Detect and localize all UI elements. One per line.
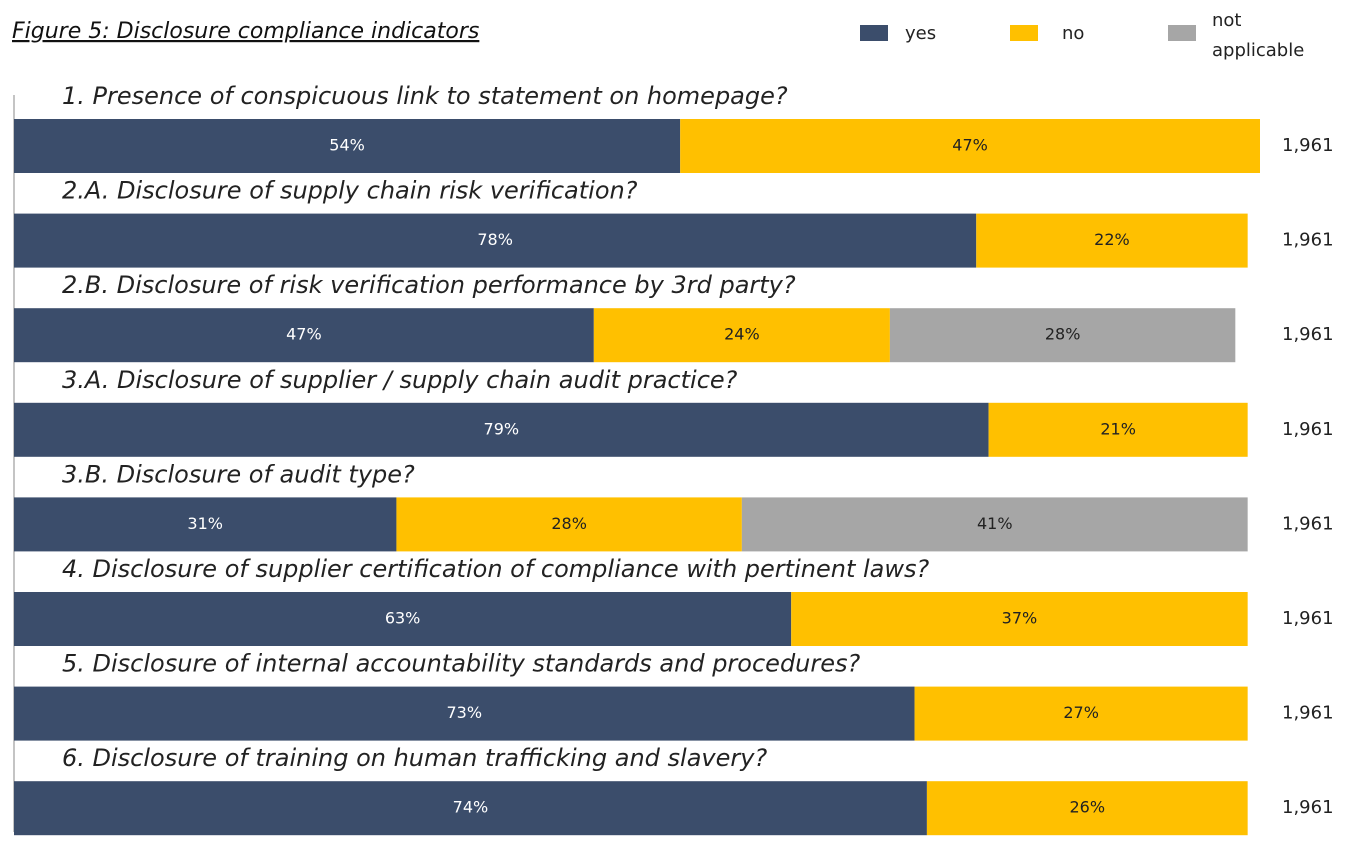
bar-segment xyxy=(741,497,1248,552)
bar-segment xyxy=(14,402,989,457)
legend-label: yes xyxy=(905,23,936,44)
value-label: 22% xyxy=(1094,230,1130,249)
category-label: 4. Disclosure of supplier certification … xyxy=(62,555,929,583)
value-label: 73% xyxy=(447,703,483,722)
bar-segment xyxy=(14,308,594,363)
bar-segment xyxy=(14,686,915,741)
total-label: 1,961 xyxy=(1282,608,1334,629)
total-label: 1,961 xyxy=(1282,797,1334,818)
total-label: 1,961 xyxy=(1282,513,1334,534)
bar-segment xyxy=(926,781,1248,836)
value-label: 28% xyxy=(551,514,587,533)
bar-segment xyxy=(14,497,397,552)
bar-segment xyxy=(14,781,927,836)
value-label: 47% xyxy=(952,136,988,155)
value-label: 79% xyxy=(484,419,520,438)
legend-swatch xyxy=(860,25,888,41)
total-label: 1,961 xyxy=(1282,703,1334,724)
bar-segment xyxy=(680,119,1260,173)
bar-segment xyxy=(14,119,681,173)
bar-segment xyxy=(14,213,977,268)
value-label: 63% xyxy=(385,609,421,628)
chart-title: Figure 5: Disclosure compliance indicato… xyxy=(12,19,479,44)
bar-segment xyxy=(976,213,1248,268)
category-label: 6. Disclosure of training on human traff… xyxy=(62,744,767,772)
value-label: 26% xyxy=(1070,798,1106,817)
value-label: 54% xyxy=(329,136,365,155)
category-label: 2.A. Disclosure of supply chain risk ver… xyxy=(62,177,638,205)
total-label: 1,961 xyxy=(1282,135,1334,156)
legend-label: no xyxy=(1062,23,1084,44)
value-label: 41% xyxy=(977,514,1013,533)
category-label: 2.B. Disclosure of risk verification per… xyxy=(62,271,796,299)
legend-swatch xyxy=(1168,25,1196,41)
total-label: 1,961 xyxy=(1282,230,1334,251)
category-label: 3.B. Disclosure of audit type? xyxy=(62,460,415,488)
value-label: 78% xyxy=(477,230,513,249)
value-label: 28% xyxy=(1045,325,1081,344)
bar-segment xyxy=(988,402,1248,457)
value-label: 21% xyxy=(1100,419,1136,438)
bar-segment xyxy=(914,686,1248,741)
total-label: 1,961 xyxy=(1282,419,1334,440)
value-label: 47% xyxy=(286,325,322,344)
bar-segment xyxy=(791,592,1248,646)
category-label: 3.A. Disclosure of supplier / supply cha… xyxy=(62,366,738,394)
value-label: 27% xyxy=(1063,703,1099,722)
value-label: 37% xyxy=(1002,609,1038,628)
total-label: 1,961 xyxy=(1282,324,1334,345)
category-label: 5. Disclosure of internal accountability… xyxy=(62,650,861,678)
bar-segment xyxy=(593,308,890,363)
value-label: 24% xyxy=(724,325,760,344)
bar-segment xyxy=(396,497,742,552)
value-label: 31% xyxy=(187,514,223,533)
value-label: 74% xyxy=(453,798,489,817)
legend-swatch xyxy=(1010,25,1038,41)
bar-segment xyxy=(889,308,1236,363)
legend-label: not applicable xyxy=(1212,10,1305,61)
bar-segment xyxy=(14,592,792,646)
category-label: 1. Presence of conspicuous link to state… xyxy=(62,82,788,110)
